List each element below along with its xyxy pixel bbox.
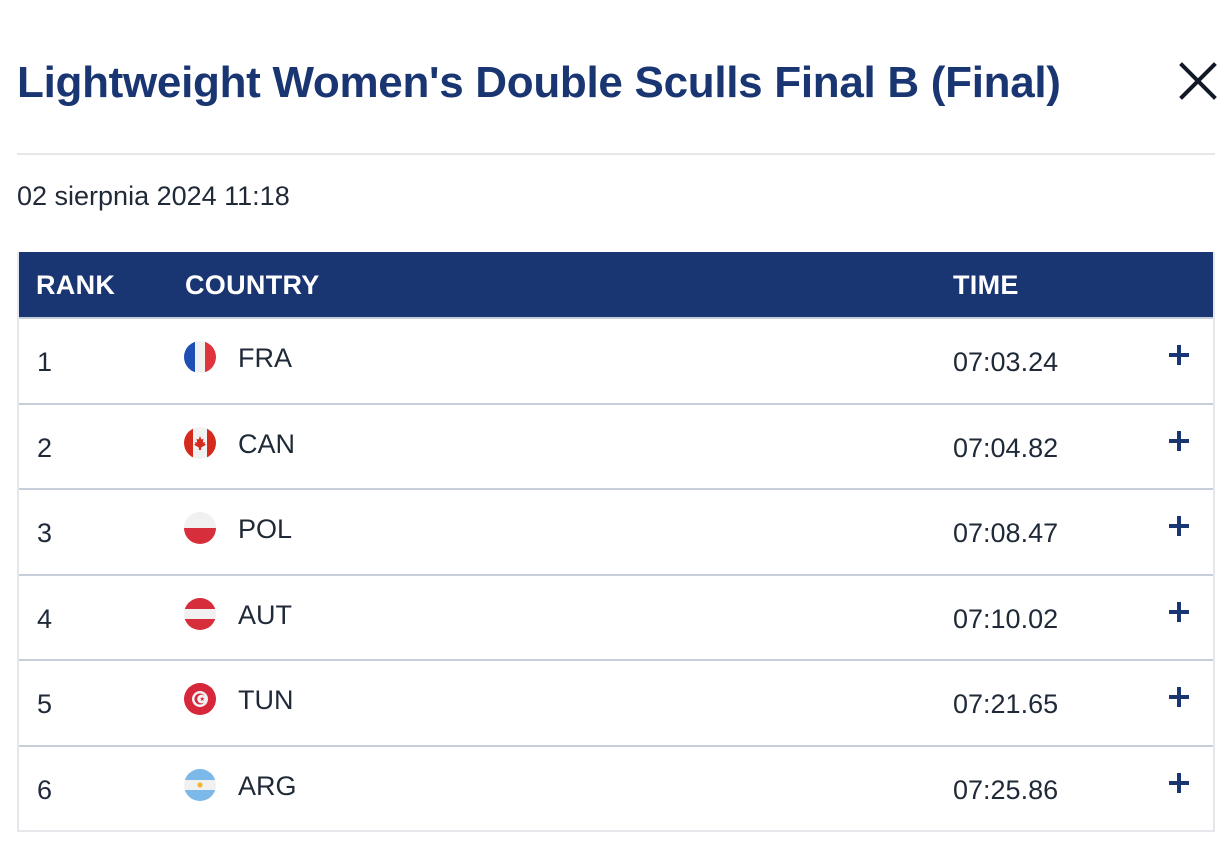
column-header-time: TIME	[953, 270, 1019, 300]
expand-button[interactable]	[1169, 516, 1189, 536]
table-row[interactable]: 5 TUN 07:21.65	[19, 659, 1213, 745]
time-cell: 07:25.86	[953, 774, 1059, 805]
country-code: AUT	[238, 599, 292, 630]
plus-icon	[1169, 516, 1189, 536]
rank-cell: 5	[37, 689, 53, 719]
argentina-flag-icon	[184, 768, 216, 801]
country-code: FRA	[238, 343, 292, 373]
expand-button[interactable]	[1169, 345, 1189, 365]
table-row[interactable]: 4 AUT 07:10.02	[19, 573, 1213, 660]
time-cell: 07:21.65	[953, 689, 1059, 719]
time-cell: 07:08.47	[953, 518, 1059, 548]
country-code: POL	[238, 514, 293, 544]
canada-flag-icon	[184, 426, 216, 459]
rank-cell: 4	[37, 603, 53, 634]
column-header-country: COUNTRY	[185, 270, 320, 300]
rank-cell: 2	[37, 432, 53, 463]
time-cell: 07:03.24	[953, 347, 1059, 377]
close-icon	[1179, 62, 1217, 100]
close-button[interactable]	[1177, 60, 1219, 102]
plus-icon	[1169, 430, 1189, 451]
table-row[interactable]: 2 CAN 07:04.82	[19, 402, 1213, 489]
poland-flag-icon	[184, 512, 216, 544]
austria-flag-icon	[184, 597, 216, 630]
column-header-rank: RANK	[36, 270, 116, 300]
modal-header: Lightweight Women's Double Sculls Final …	[17, 48, 1217, 118]
header-divider	[17, 153, 1215, 155]
table-header: RANK COUNTRY TIME	[19, 252, 1213, 317]
time-cell: 07:10.02	[953, 603, 1059, 634]
table-row[interactable]: 3 POL 07:08.47	[19, 488, 1213, 574]
results-table: RANK COUNTRY TIME 1 FRA 07:03.24	[17, 252, 1215, 832]
plus-icon	[1169, 345, 1189, 365]
time-cell: 07:04.82	[953, 432, 1059, 463]
france-flag-icon	[184, 341, 216, 373]
expand-button[interactable]	[1169, 430, 1189, 451]
rank-cell: 6	[37, 774, 53, 805]
expand-button[interactable]	[1169, 772, 1189, 793]
expand-button[interactable]	[1169, 687, 1189, 707]
table-row[interactable]: 1 FRA 07:03.24	[19, 317, 1213, 403]
country-code: ARG	[238, 770, 297, 801]
plus-icon	[1169, 687, 1189, 707]
tunisia-flag-icon	[184, 683, 216, 715]
event-date: 02 sierpnia 2024 11:18	[17, 181, 290, 211]
plus-icon	[1169, 772, 1189, 793]
country-code: TUN	[238, 685, 294, 715]
rank-cell: 1	[37, 347, 53, 377]
country-code: CAN	[238, 428, 296, 459]
expand-button[interactable]	[1169, 601, 1189, 622]
plus-icon	[1169, 601, 1189, 622]
table-row[interactable]: 6 ARG 07:25.86	[19, 744, 1213, 831]
rank-cell: 3	[37, 518, 53, 548]
page-title: Lightweight Women's Double Sculls Final …	[17, 58, 1061, 107]
